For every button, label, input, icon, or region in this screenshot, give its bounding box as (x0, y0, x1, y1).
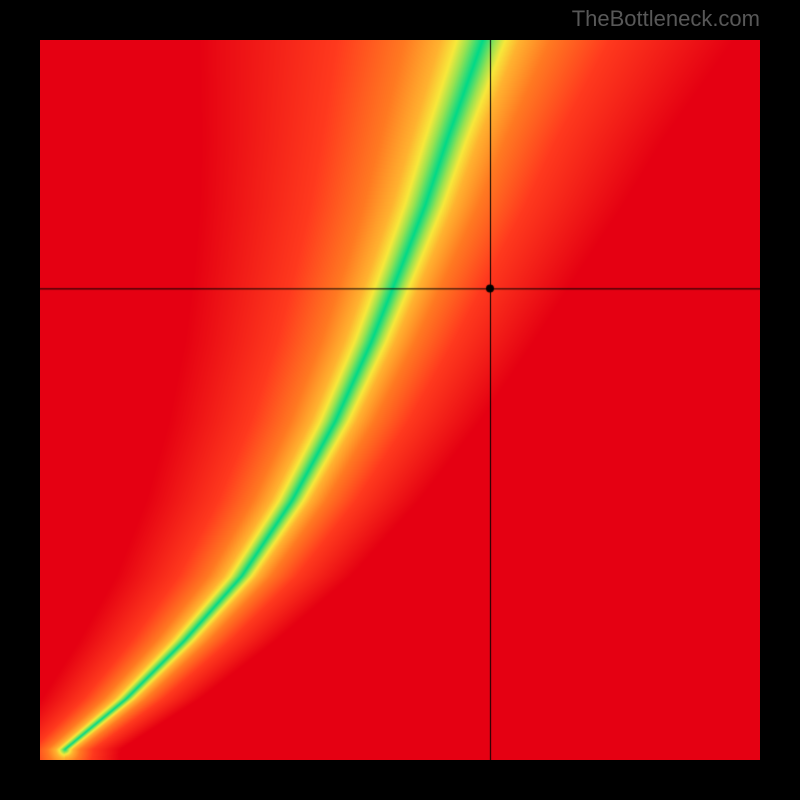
chart-container: TheBottleneck.com (0, 0, 800, 800)
attribution-text: TheBottleneck.com (572, 6, 760, 32)
heatmap-plot (40, 40, 760, 760)
heatmap-canvas (40, 40, 760, 760)
